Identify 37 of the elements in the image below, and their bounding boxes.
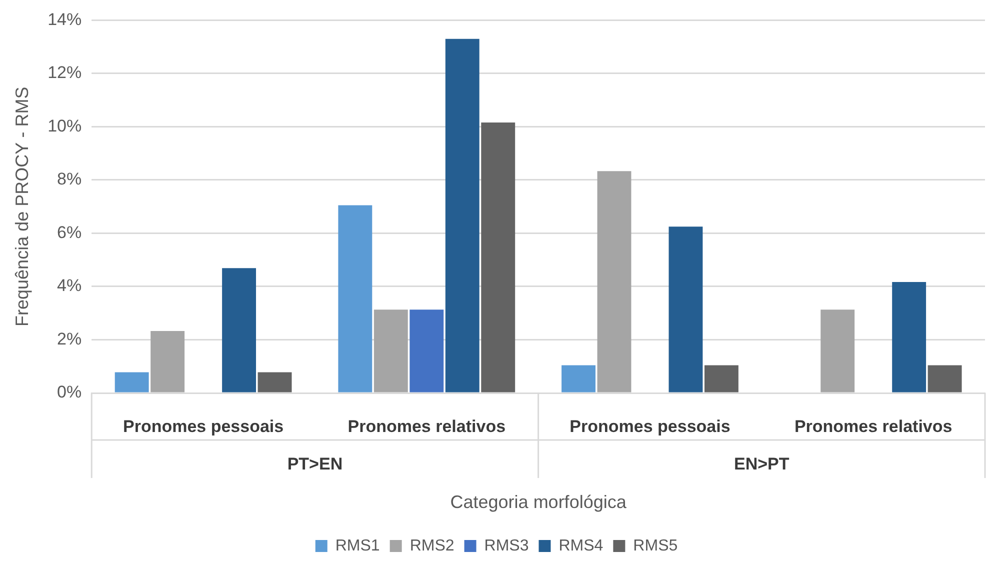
legend-label: RMS2 bbox=[410, 537, 454, 554]
y-tick-label: 10% bbox=[48, 116, 82, 136]
bar bbox=[114, 372, 149, 392]
x-tick-label: Pronomes pessoais bbox=[122, 416, 284, 436]
y-tick-label: 2% bbox=[57, 329, 82, 348]
y-tick-label: 0% bbox=[57, 382, 82, 402]
legend-label: RMS3 bbox=[484, 537, 529, 554]
bar bbox=[410, 310, 444, 392]
bar bbox=[704, 365, 738, 392]
y-axis-title: Frequência de PROCY - RMS bbox=[12, 86, 32, 326]
text: PT>EN bbox=[287, 454, 343, 474]
y-tick-label: 12% bbox=[48, 63, 82, 82]
x-tick-label: Pronomes relativos bbox=[794, 416, 952, 436]
bar bbox=[928, 365, 962, 392]
x-tick-label: Pronomes pessoais bbox=[570, 416, 730, 436]
bar bbox=[338, 205, 372, 392]
y-tick-label: 6% bbox=[57, 222, 82, 242]
y-tick-label: 4% bbox=[57, 276, 82, 296]
x-axis-title: Categoria morfológica bbox=[450, 492, 628, 512]
y-tick-label: 8% bbox=[57, 170, 82, 189]
bar bbox=[150, 330, 185, 392]
bar bbox=[481, 122, 516, 392]
bar bbox=[892, 282, 926, 392]
y-tick-label: 14% bbox=[48, 10, 82, 29]
bar bbox=[445, 38, 480, 392]
bar bbox=[374, 310, 408, 392]
legend-label: RMS4 bbox=[558, 537, 604, 554]
bar bbox=[562, 365, 596, 392]
text: EN>PT bbox=[734, 454, 790, 474]
bar bbox=[258, 372, 292, 392]
legend-label: RMS5 bbox=[633, 537, 678, 554]
bar bbox=[820, 310, 855, 392]
x-tick-label: Pronomes relativos bbox=[348, 416, 506, 436]
legend-label: RMS1 bbox=[335, 537, 380, 554]
bar bbox=[597, 171, 632, 392]
bar bbox=[222, 268, 256, 392]
bar bbox=[668, 226, 703, 392]
